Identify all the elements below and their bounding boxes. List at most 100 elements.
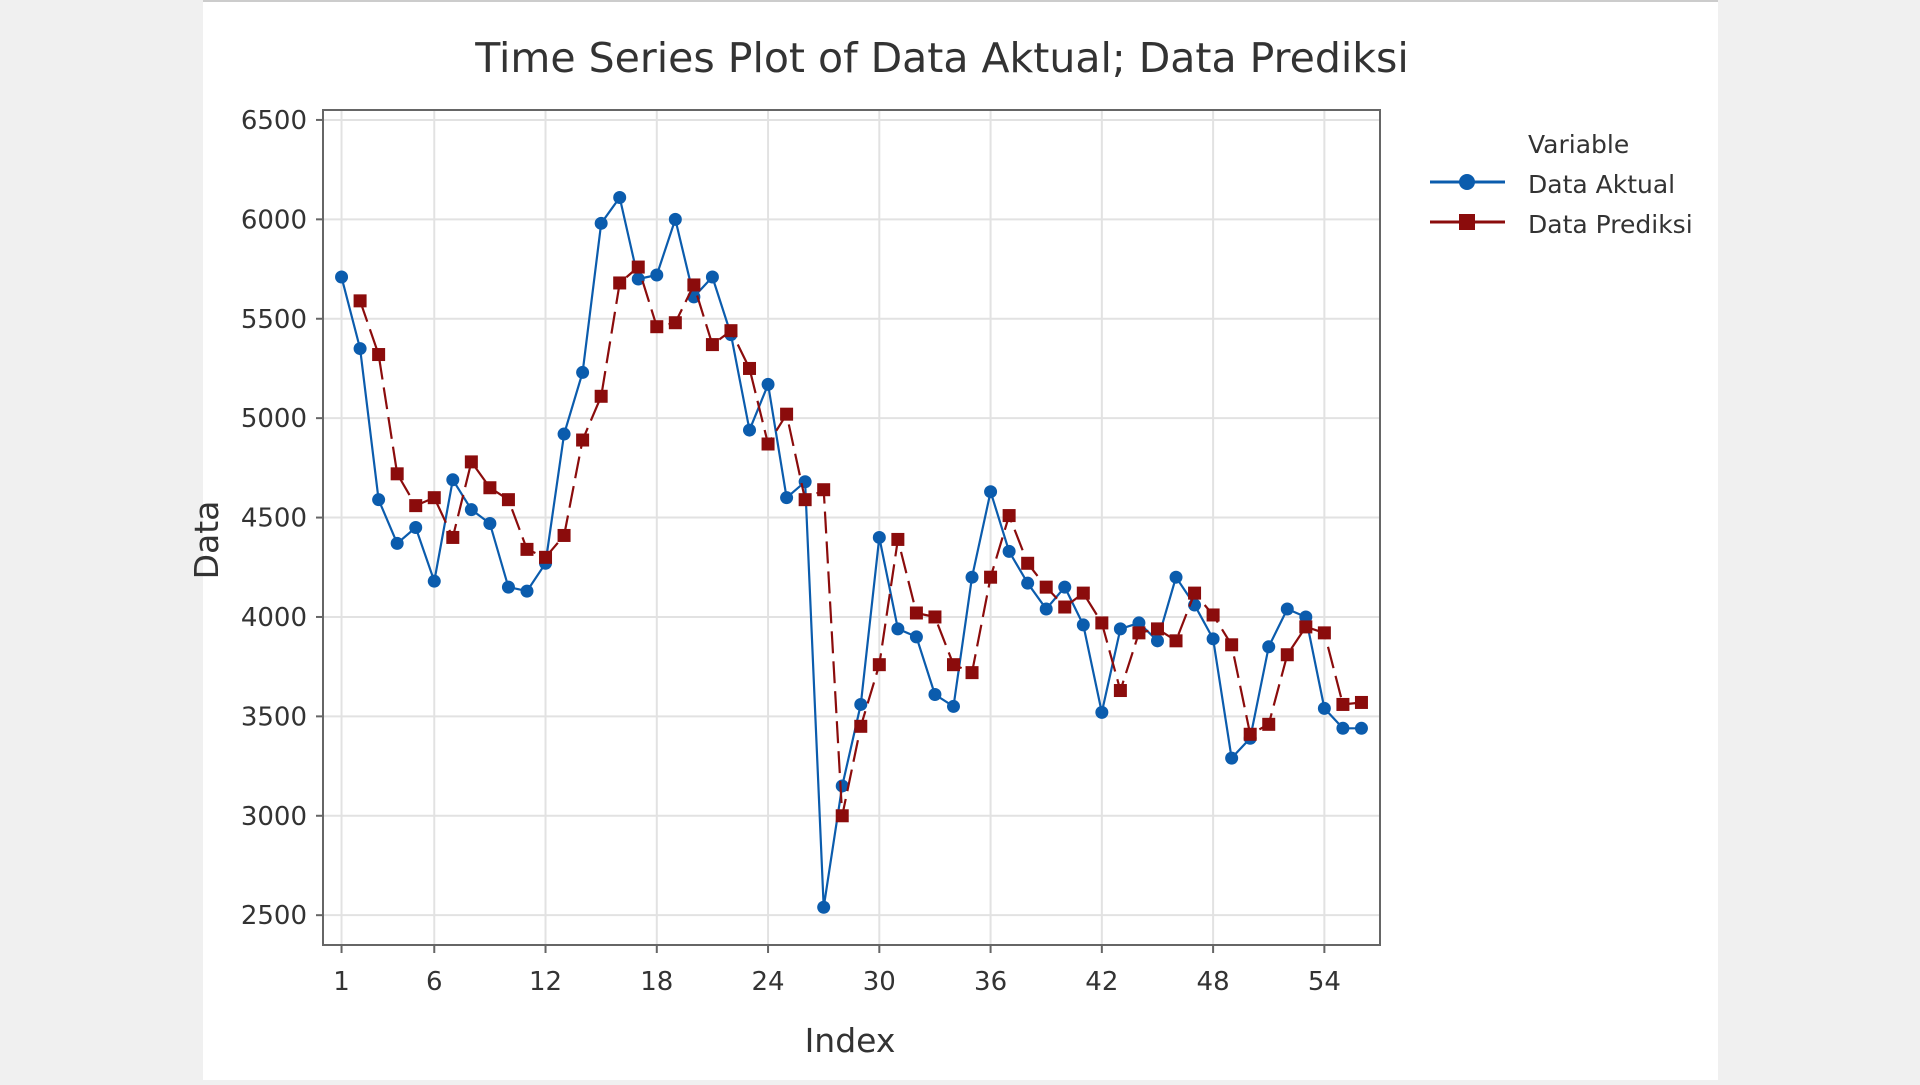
data-point-data-prediksi — [965, 666, 979, 680]
chart-title: Time Series Plot of Data Aktual; Data Pr… — [474, 34, 1409, 82]
data-point-data-prediksi — [1336, 697, 1350, 711]
data-point-data-aktual — [705, 270, 719, 284]
data-point-data-aktual — [1169, 570, 1183, 584]
gridlines — [323, 110, 1380, 945]
data-point-data-aktual — [464, 503, 478, 517]
data-point-data-aktual — [780, 491, 794, 505]
data-point-data-aktual — [1076, 618, 1090, 632]
data-point-data-prediksi — [353, 294, 367, 308]
data-point-data-aktual — [1002, 544, 1016, 558]
data-point-data-prediksi — [1206, 608, 1220, 622]
data-point-data-prediksi — [427, 491, 441, 505]
legend-marker-data-prediksi — [1459, 214, 1475, 230]
x-axis-label: Index — [805, 1021, 896, 1060]
data-point-data-prediksi — [483, 481, 497, 495]
data-point-data-aktual — [576, 365, 590, 379]
y-tick-label: 6000 — [241, 205, 307, 235]
data-point-data-prediksi — [613, 276, 627, 290]
data-point-data-aktual — [1039, 602, 1053, 616]
legend-item-data-prediksi: Data Prediksi — [1430, 210, 1693, 239]
data-point-data-prediksi — [891, 532, 905, 546]
data-point-data-prediksi — [1262, 717, 1276, 731]
data-point-data-aktual — [761, 377, 775, 391]
data-point-data-aktual — [427, 574, 441, 588]
data-point-data-prediksi — [464, 455, 478, 469]
legend-title: Variable — [1528, 130, 1629, 159]
data-point-data-prediksi — [1076, 586, 1090, 600]
data-point-data-prediksi — [1188, 586, 1202, 600]
data-point-data-aktual — [1095, 705, 1109, 719]
data-point-data-aktual — [1021, 576, 1035, 590]
data-point-data-prediksi — [687, 278, 701, 292]
y-tick-label: 2500 — [241, 901, 307, 931]
data-point-data-aktual — [594, 216, 608, 230]
series-data-prediksi — [353, 260, 1368, 823]
data-point-data-aktual — [1299, 610, 1313, 624]
data-point-data-prediksi — [501, 493, 515, 507]
data-point-data-prediksi — [1280, 648, 1294, 662]
data-point-data-prediksi — [1150, 622, 1164, 636]
data-point-data-prediksi — [539, 550, 553, 564]
data-point-data-aktual — [483, 517, 497, 531]
data-point-data-prediksi — [705, 338, 719, 352]
series-layer — [335, 190, 1368, 914]
data-point-data-aktual — [501, 580, 515, 594]
data-point-data-aktual — [1317, 701, 1331, 715]
data-point-data-prediksi — [1113, 684, 1127, 698]
data-point-data-aktual — [1262, 640, 1276, 654]
data-point-data-prediksi — [576, 433, 590, 447]
data-point-data-aktual — [1336, 721, 1350, 735]
data-point-data-prediksi — [1021, 556, 1035, 570]
y-tick-label: 4000 — [241, 603, 307, 633]
x-tick-label: 1 — [333, 967, 350, 997]
data-point-data-aktual — [1058, 580, 1072, 594]
data-point-data-aktual — [817, 900, 831, 914]
data-point-data-aktual — [372, 493, 386, 507]
legend-item-data-aktual: Data Aktual — [1430, 170, 1675, 199]
data-point-data-prediksi — [390, 467, 404, 481]
x-tick-label: 18 — [640, 967, 673, 997]
y-axis-label: Data — [187, 501, 226, 580]
data-point-data-aktual — [909, 630, 923, 644]
data-point-data-aktual — [798, 475, 812, 489]
y-tick-label: 3000 — [241, 802, 307, 832]
chart-sheet — [203, 0, 1718, 1080]
data-point-data-aktual — [1132, 616, 1146, 630]
legend-label-data-aktual: Data Aktual — [1528, 170, 1675, 199]
data-point-data-aktual — [854, 697, 868, 711]
data-point-data-prediksi — [1058, 600, 1072, 614]
data-point-data-prediksi — [1095, 616, 1109, 630]
data-point-data-prediksi — [650, 320, 664, 334]
data-point-data-prediksi — [1317, 626, 1331, 640]
data-point-data-prediksi — [1132, 626, 1146, 640]
legend-label-data-prediksi: Data Prediksi — [1528, 210, 1693, 239]
y-tick-label: 5000 — [241, 404, 307, 434]
x-tick-label: 54 — [1308, 967, 1341, 997]
x-tick-label: 36 — [974, 967, 1007, 997]
data-point-data-aktual — [984, 485, 998, 499]
data-point-data-aktual — [835, 779, 849, 793]
data-point-data-prediksi — [743, 361, 757, 375]
data-point-data-aktual — [409, 521, 423, 534]
x-tick-label: 30 — [863, 967, 896, 997]
y-tick-label: 4500 — [241, 504, 307, 534]
data-point-data-aktual — [1206, 632, 1220, 646]
plot-frame — [322, 109, 1381, 946]
data-point-data-prediksi — [668, 316, 682, 330]
data-point-data-prediksi — [1169, 634, 1183, 648]
data-point-data-prediksi — [817, 483, 831, 497]
data-point-data-prediksi — [520, 542, 534, 556]
data-point-data-aktual — [1354, 721, 1368, 735]
data-point-data-prediksi — [984, 570, 998, 584]
x-tick-label: 48 — [1197, 967, 1230, 997]
data-point-data-prediksi — [1002, 509, 1016, 523]
data-point-data-prediksi — [1243, 727, 1257, 741]
data-point-data-aktual — [1225, 751, 1239, 765]
data-point-data-prediksi — [1225, 638, 1239, 652]
x-tick-label: 12 — [529, 967, 562, 997]
axis-ticks: 2500 3000 3500 4000 4500 5000 5500 6000 6500 1 6 12… — [241, 106, 1341, 997]
data-point-data-aktual — [965, 570, 979, 584]
data-point-data-aktual — [335, 270, 349, 284]
